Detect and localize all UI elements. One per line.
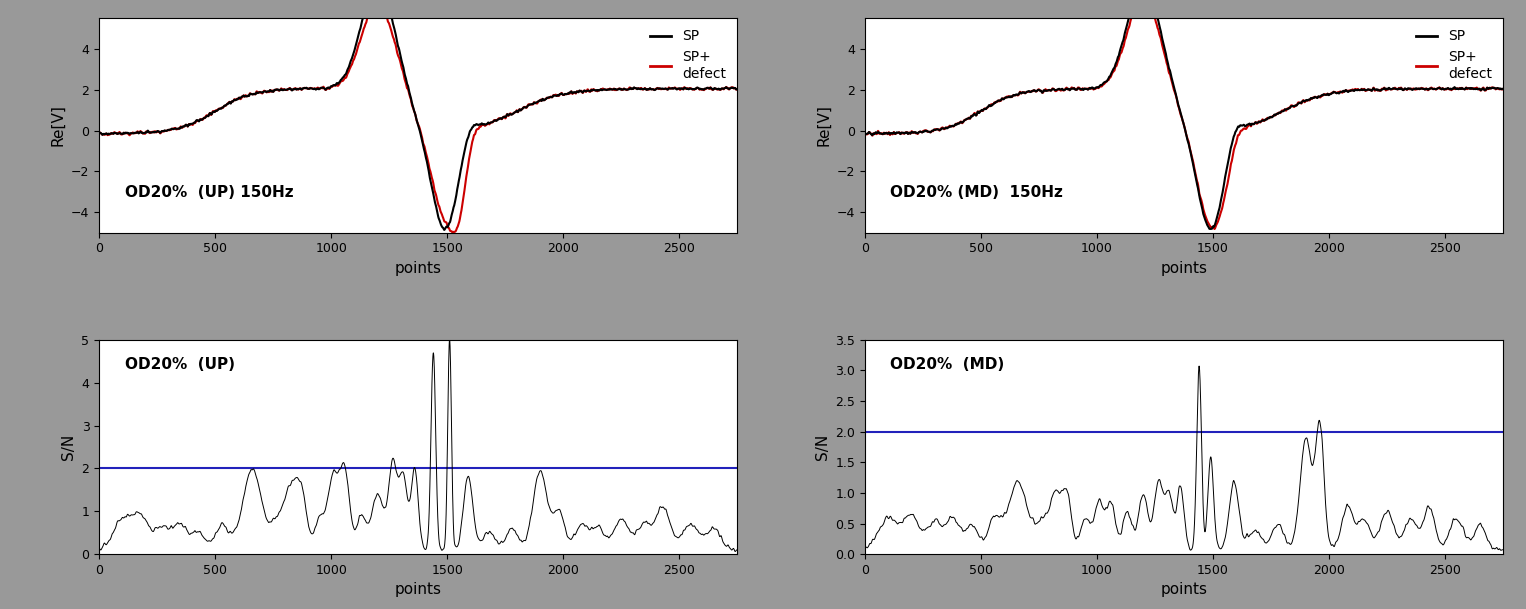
Text: OD20%  (UP): OD20% (UP) <box>125 357 235 372</box>
Legend: SP, SP+
defect: SP, SP+ defect <box>645 25 731 85</box>
Y-axis label: Re[V]: Re[V] <box>50 105 66 146</box>
Text: OD20% (MD)  150Hz: OD20% (MD) 150Hz <box>891 186 1064 200</box>
X-axis label: points: points <box>1161 261 1207 276</box>
X-axis label: points: points <box>395 261 441 276</box>
Text: OD20%  (MD): OD20% (MD) <box>891 357 1004 372</box>
Legend: SP, SP+
defect: SP, SP+ defect <box>1412 25 1495 85</box>
X-axis label: points: points <box>395 582 441 597</box>
Text: OD20%  (UP) 150Hz: OD20% (UP) 150Hz <box>125 186 293 200</box>
Y-axis label: Re[V]: Re[V] <box>816 105 832 146</box>
X-axis label: points: points <box>1161 582 1207 597</box>
Y-axis label: S/N: S/N <box>815 434 830 460</box>
Y-axis label: S/N: S/N <box>61 434 76 460</box>
